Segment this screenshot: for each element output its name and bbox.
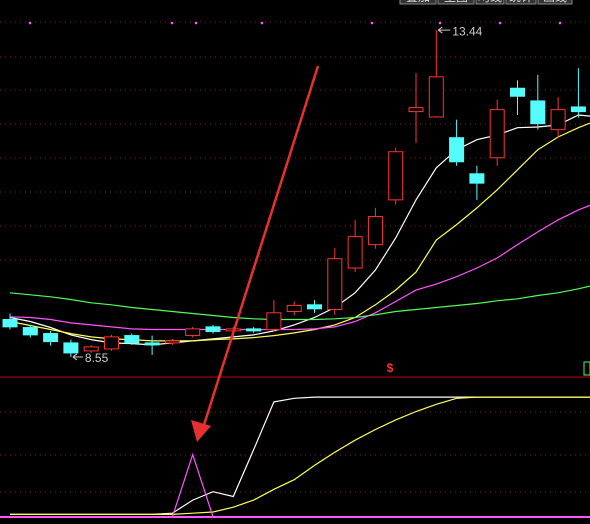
low-label: 8.55 xyxy=(85,351,109,365)
top-dot xyxy=(438,21,442,25)
candle-body xyxy=(388,151,404,201)
candle-body xyxy=(408,107,424,113)
tab-label: 均线 xyxy=(478,0,502,4)
top-dot xyxy=(194,21,198,25)
candle-body xyxy=(347,236,363,269)
top-dot xyxy=(170,21,174,25)
candle-body xyxy=(428,76,444,118)
candle-body xyxy=(327,258,343,310)
candle-body xyxy=(530,100,546,125)
candle-body xyxy=(22,327,38,336)
candle-body xyxy=(144,342,160,346)
indicator-line xyxy=(9,204,590,331)
tab-label: 画线 xyxy=(543,0,567,4)
top-dot xyxy=(260,21,264,25)
candle-body xyxy=(2,319,18,328)
candle-body xyxy=(489,109,505,159)
candle-body xyxy=(469,173,485,184)
indicator-line xyxy=(10,396,590,515)
top-dot xyxy=(370,21,374,25)
candle-body xyxy=(164,340,180,344)
tab[interactable] xyxy=(437,0,475,5)
tab[interactable] xyxy=(537,0,573,5)
indicator-line xyxy=(10,396,590,515)
candle-body xyxy=(449,137,465,163)
candle-body xyxy=(43,333,59,343)
candle-body xyxy=(367,216,383,246)
indicator-line xyxy=(9,285,590,321)
signal-marker: $ xyxy=(387,361,394,375)
candle-body xyxy=(510,87,525,97)
top-tabs: 叠加 主图 均线 统计 画线 xyxy=(399,0,573,5)
tab-label: 主图 xyxy=(444,0,468,4)
top-dot xyxy=(558,21,562,25)
candle-body xyxy=(570,106,586,113)
candle-body xyxy=(246,328,262,332)
top-dot xyxy=(28,21,32,25)
candle-body xyxy=(104,336,119,350)
candle-body xyxy=(266,312,282,331)
candle-body xyxy=(550,109,566,131)
tab[interactable] xyxy=(399,0,437,5)
candle-body xyxy=(205,326,221,333)
tab-label: 统计 xyxy=(509,0,533,4)
tab[interactable] xyxy=(505,0,537,5)
arrow-shaft xyxy=(201,65,320,429)
top-dot xyxy=(498,21,502,25)
candle-body xyxy=(185,328,201,337)
tab[interactable] xyxy=(475,0,505,5)
indicator-line xyxy=(10,452,590,518)
label-pointer xyxy=(438,26,451,34)
candle-body xyxy=(307,304,322,310)
candle-body xyxy=(286,304,302,312)
candle-body xyxy=(124,335,140,344)
arrow-head xyxy=(191,420,211,442)
high-label: 13.44 xyxy=(452,24,482,38)
label-pointer xyxy=(72,353,83,361)
candle-body xyxy=(83,346,99,352)
tab-label: 叠加 xyxy=(406,0,430,4)
candle-body xyxy=(63,342,79,354)
edge-marker xyxy=(583,361,590,376)
